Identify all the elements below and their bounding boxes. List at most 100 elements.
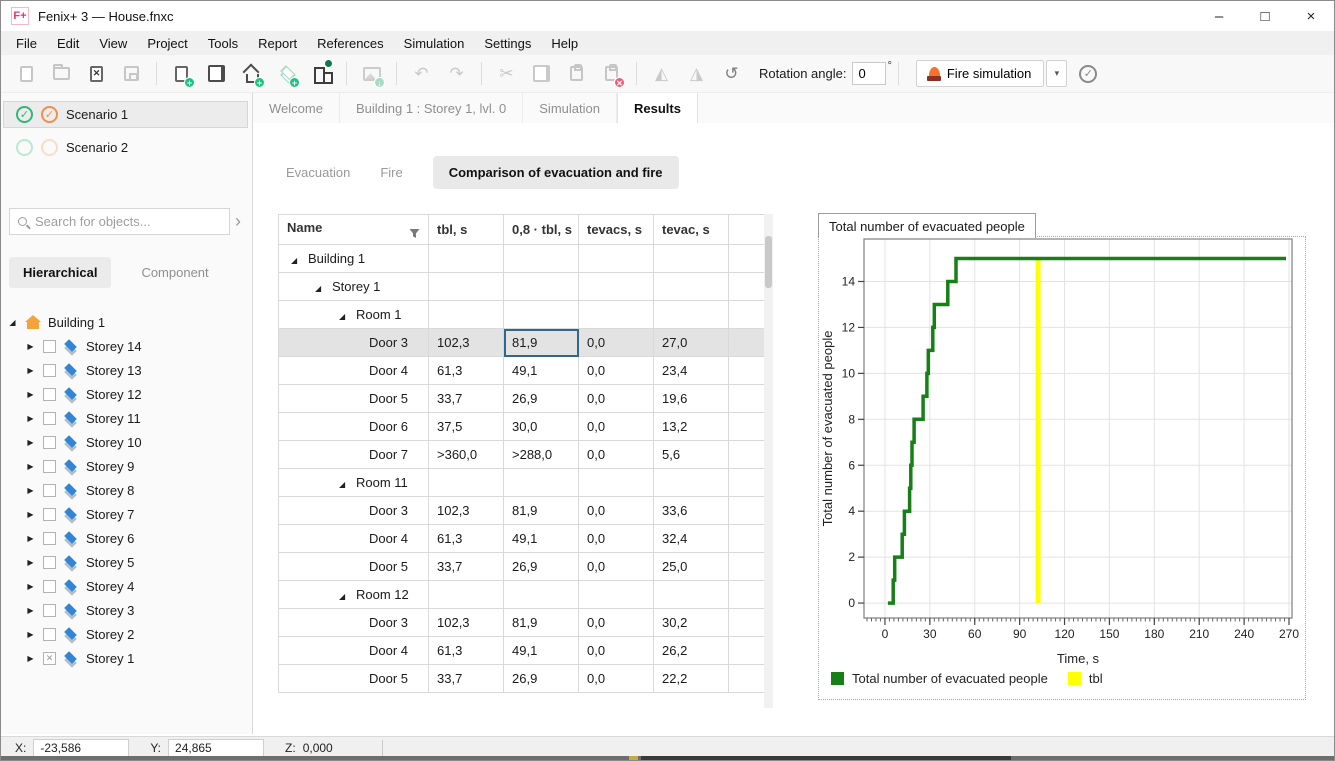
- name-cell[interactable]: ◢ Room 11: [278, 468, 429, 497]
- redo-button[interactable]: ↷: [441, 60, 472, 88]
- tree-item-storey[interactable]: ▶ Storey 3: [7, 598, 252, 622]
- scenario-item[interactable]: Scenario 2: [3, 134, 248, 161]
- expander-icon[interactable]: ▶: [27, 509, 34, 519]
- value-cell[interactable]: 33,7: [428, 664, 504, 693]
- table-row[interactable]: Door 3 102,3 81,9 0,0 33,6: [278, 496, 765, 525]
- search-input[interactable]: [35, 214, 221, 229]
- name-cell[interactable]: ◢ Storey 1: [278, 272, 429, 301]
- visibility-checkbox[interactable]: [43, 531, 56, 545]
- table-row[interactable]: Door 5 33,7 26,9 0,0 25,0: [278, 552, 765, 581]
- expander-icon[interactable]: ◢: [339, 312, 346, 321]
- expander-icon[interactable]: ◢: [291, 256, 298, 265]
- value-cell[interactable]: 19,6: [653, 384, 729, 413]
- tab-welcome[interactable]: Welcome: [253, 93, 340, 123]
- value-cell[interactable]: [578, 580, 654, 609]
- table-scrollbar-thumb[interactable]: [765, 236, 772, 288]
- visibility-checkbox[interactable]: [43, 459, 56, 473]
- value-cell[interactable]: 102,3: [428, 608, 504, 637]
- tree-item-storey[interactable]: ▶ Storey 9: [7, 454, 252, 478]
- value-cell[interactable]: 0,0: [578, 328, 654, 357]
- visibility-checkbox[interactable]: [43, 579, 56, 593]
- results-tab-comparison-of-evacuation-and-fire[interactable]: Comparison of evacuation and fire: [432, 156, 679, 189]
- value-cell[interactable]: 33,7: [428, 384, 504, 413]
- new-project-button[interactable]: [11, 60, 42, 88]
- name-cell[interactable]: Door 3: [278, 608, 429, 637]
- import-image-button[interactable]: ↓: [356, 60, 387, 88]
- name-cell[interactable]: Door 5: [278, 552, 429, 581]
- value-cell[interactable]: 0,0: [578, 356, 654, 385]
- table-row[interactable]: ◢ Room 12: [278, 580, 765, 609]
- menu-project[interactable]: Project: [147, 35, 188, 51]
- menu-report[interactable]: Report: [258, 35, 298, 51]
- visibility-checkbox[interactable]: [43, 507, 56, 521]
- tab-results[interactable]: Results: [616, 93, 698, 123]
- tab-simulation[interactable]: Simulation: [523, 93, 617, 123]
- add-building-button[interactable]: +: [236, 60, 267, 88]
- rotation-angle-input[interactable]: [852, 62, 887, 85]
- expander-icon[interactable]: ◢: [315, 284, 322, 293]
- value-cell[interactable]: >288,0: [503, 440, 579, 469]
- value-cell[interactable]: 102,3: [428, 496, 504, 525]
- undo-button[interactable]: ↶: [406, 60, 437, 88]
- value-cell[interactable]: [503, 580, 579, 609]
- name-cell[interactable]: Door 5: [278, 384, 429, 413]
- value-cell[interactable]: 13,2: [653, 412, 729, 441]
- expander-icon[interactable]: ◢: [339, 592, 346, 601]
- value-cell[interactable]: [578, 244, 654, 273]
- visibility-checkbox[interactable]: [43, 411, 56, 425]
- value-cell[interactable]: [653, 580, 729, 609]
- name-cell[interactable]: Door 3: [278, 328, 429, 357]
- expander-icon[interactable]: ▶: [27, 533, 34, 543]
- scenario-item[interactable]: ✓ ✓ Scenario 1: [3, 101, 248, 128]
- visibility-checkbox[interactable]: [43, 435, 56, 449]
- menu-tools[interactable]: Tools: [207, 35, 239, 51]
- value-cell[interactable]: 81,9: [503, 328, 579, 357]
- value-cell[interactable]: 37,5: [428, 412, 504, 441]
- delete-button[interactable]: ✕: [596, 60, 627, 88]
- menu-simulation[interactable]: Simulation: [403, 35, 465, 51]
- menu-edit[interactable]: Edit: [56, 35, 80, 51]
- visibility-checkbox[interactable]: [43, 555, 56, 569]
- results-tab-evacuation[interactable]: Evacuation: [286, 165, 351, 180]
- value-cell[interactable]: 26,9: [503, 384, 579, 413]
- flip-vertical-button[interactable]: ◮: [681, 60, 712, 88]
- value-cell[interactable]: [578, 468, 654, 497]
- value-cell[interactable]: 49,1: [503, 356, 579, 385]
- name-cell[interactable]: Door 4: [278, 524, 429, 553]
- expander-icon[interactable]: ▶: [27, 605, 34, 615]
- menu-help[interactable]: Help: [551, 35, 579, 51]
- value-cell[interactable]: 0,0: [578, 664, 654, 693]
- filter-icon[interactable]: [409, 228, 420, 239]
- add-structure-button[interactable]: [306, 58, 337, 88]
- value-cell[interactable]: 26,2: [653, 636, 729, 665]
- tree-item-storey[interactable]: ▶ Storey 8: [7, 478, 252, 502]
- tab-building-1-storey-1-lvl-0[interactable]: Building 1 : Storey 1, lvl. 0: [340, 93, 524, 123]
- results-tab-fire[interactable]: Fire: [380, 165, 403, 180]
- expander-icon[interactable]: ▶: [27, 341, 34, 351]
- table-row[interactable]: Door 6 37,5 30,0 0,0 13,2: [278, 412, 765, 441]
- value-cell[interactable]: 61,3: [428, 524, 504, 553]
- table-row[interactable]: Door 4 61,3 49,1 0,0 32,4: [278, 524, 765, 553]
- tree-item-storey[interactable]: ▶ Storey 12: [7, 382, 252, 406]
- value-cell[interactable]: 49,1: [503, 636, 579, 665]
- table-row[interactable]: ◢ Building 1: [278, 244, 765, 273]
- table-row[interactable]: ◢ Room 11: [278, 468, 765, 497]
- value-cell[interactable]: [428, 244, 504, 273]
- value-cell[interactable]: 0,0: [578, 524, 654, 553]
- expander-icon[interactable]: ▶: [27, 485, 34, 495]
- visibility-checkbox[interactable]: [43, 483, 56, 497]
- column-header[interactable]: 0,8 · tbl, s: [503, 214, 579, 245]
- expander-icon[interactable]: ▶: [27, 437, 34, 447]
- value-cell[interactable]: [503, 272, 579, 301]
- fire-simulation-button[interactable]: Fire simulation: [915, 60, 1045, 87]
- table-row[interactable]: Door 5 33,7 26,9 0,0 22,2: [278, 664, 765, 693]
- table-row[interactable]: Door 5 33,7 26,9 0,0 19,6: [278, 384, 765, 413]
- table-row[interactable]: Door 3 102,3 81,9 0,0 27,0: [278, 328, 765, 357]
- table-row[interactable]: Door 4 61,3 49,1 0,0 26,2: [278, 636, 765, 665]
- value-cell[interactable]: 61,3: [428, 636, 504, 665]
- table-row[interactable]: ◢ Storey 1: [278, 272, 765, 301]
- tree-item-storey[interactable]: ▶ Storey 13: [7, 358, 252, 382]
- view-tab-hierarchical[interactable]: Hierarchical: [9, 257, 112, 288]
- value-cell[interactable]: [578, 272, 654, 301]
- value-cell[interactable]: 30,2: [653, 608, 729, 637]
